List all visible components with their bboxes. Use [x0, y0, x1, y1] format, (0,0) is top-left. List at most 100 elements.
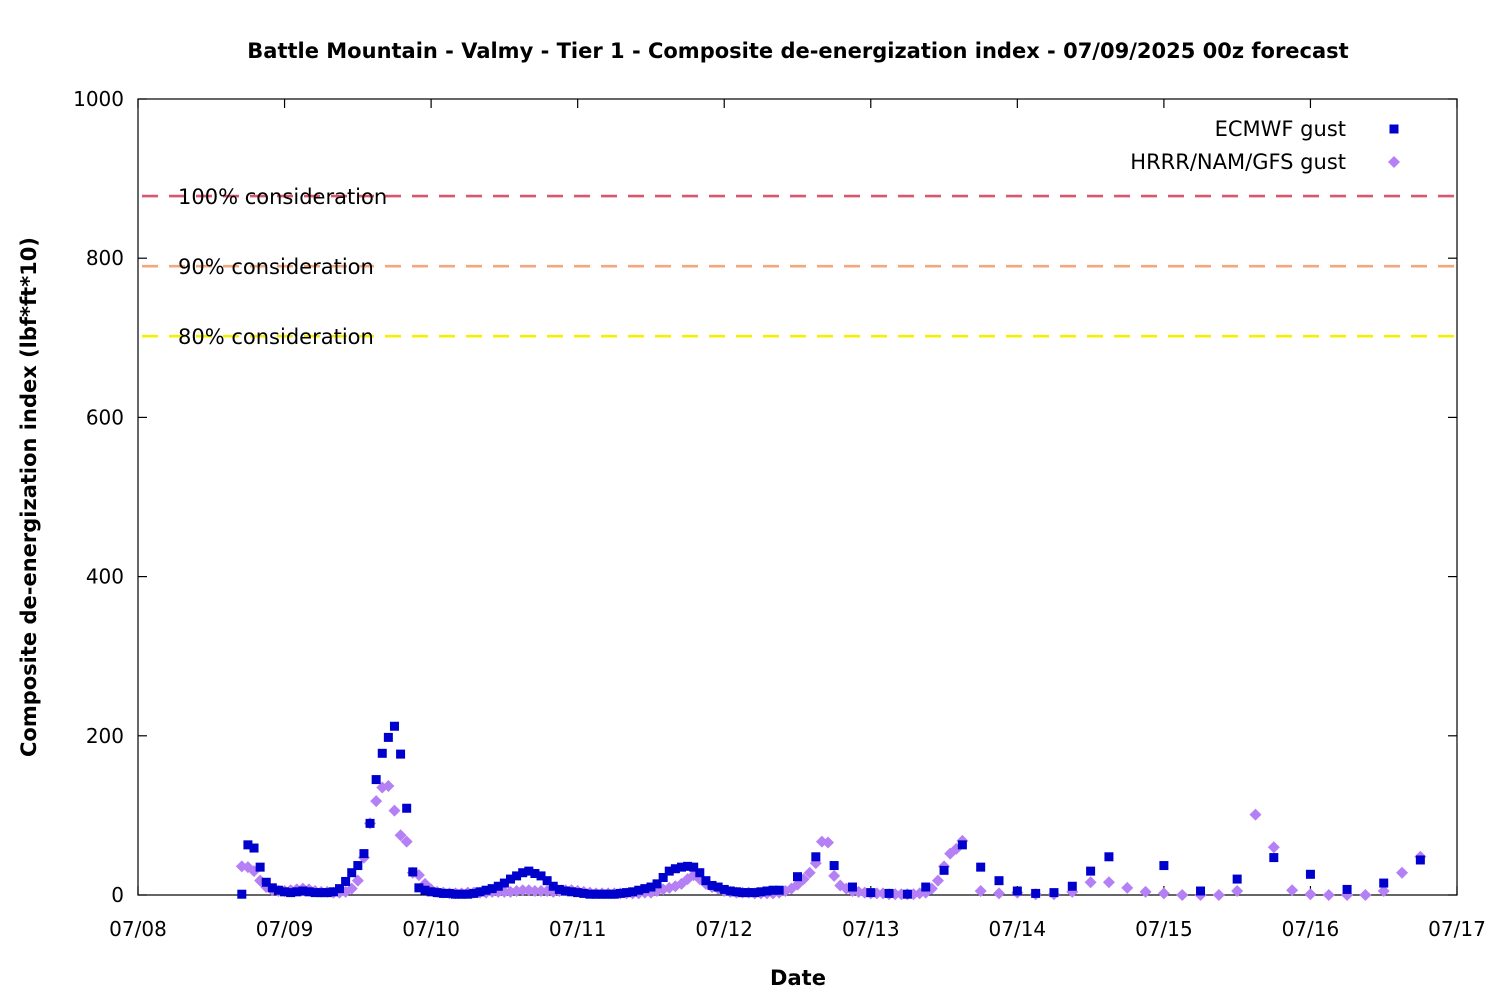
hrrr-point — [1286, 884, 1299, 897]
y-tick-label: 600 — [86, 405, 124, 429]
ecmwf-point — [976, 862, 986, 872]
ecmwf-point — [1104, 852, 1114, 862]
ecmwf-point — [731, 887, 741, 897]
y-tick-label: 200 — [86, 724, 124, 748]
hrrr-point — [1102, 876, 1115, 889]
ecmwf-point — [579, 888, 589, 898]
legend-marker — [1388, 156, 1400, 168]
ecmwf-point — [719, 884, 729, 894]
ecmwf-point — [286, 888, 296, 898]
ecmwf-point — [322, 888, 332, 898]
ecmwf-point — [554, 884, 564, 894]
x-tick-label: 07/11 — [549, 917, 607, 941]
ecmwf-point — [438, 888, 448, 898]
hrrr-point — [1176, 889, 1189, 901]
ecmwf-point — [383, 732, 393, 742]
y-tick-label: 800 — [86, 246, 124, 270]
ecmwf-point — [408, 867, 418, 877]
y-tick-label: 400 — [86, 565, 124, 589]
ecmwf-point — [457, 889, 467, 899]
threshold-label: 80% consideration — [178, 325, 374, 349]
ecmwf-point — [1379, 878, 1389, 888]
ecmwf-point — [451, 889, 461, 899]
ecmwf-point — [475, 887, 485, 897]
y-tick-label: 0 — [111, 883, 124, 907]
ecmwf-point — [396, 749, 406, 759]
ecmwf-point — [1305, 869, 1315, 879]
legend-label: ECMWF gust — [1215, 117, 1346, 141]
hrrr-point — [535, 885, 548, 898]
hrrr-point — [1231, 885, 1244, 898]
threshold-label: 100% consideration — [178, 185, 387, 209]
ecmwf-point — [902, 889, 912, 899]
ecmwf-point — [939, 865, 949, 875]
ecmwf-point — [750, 888, 760, 898]
ecmwf-point — [1196, 886, 1206, 896]
ecmwf-point — [994, 876, 1004, 886]
hrrr-point — [1322, 889, 1335, 901]
hrrr-point — [1139, 885, 1152, 898]
y-axis-label: Composite de-energization index (lbf*ft*… — [17, 237, 41, 757]
hrrr-point — [1304, 888, 1317, 901]
ecmwf-point — [1269, 853, 1279, 863]
ecmwf-point — [1415, 855, 1425, 865]
ecmwf-point — [689, 862, 699, 872]
ecmwf-point — [829, 861, 839, 871]
axis-ticks: 07/08 07/09 07/10 07/11 07/12 07/13 07/14 07/15… — [73, 87, 1486, 941]
ecmwf-point — [365, 818, 375, 828]
ecmwf-point — [560, 886, 570, 896]
ecmwf-point — [304, 887, 314, 897]
hrrr-point — [1359, 889, 1372, 901]
hrrr-point — [1396, 866, 1409, 879]
ecmwf-point — [548, 881, 558, 891]
ecmwf-point — [1232, 874, 1242, 884]
ecmwf-point — [793, 872, 802, 882]
ecmwf-point — [640, 884, 650, 894]
hrrr-point — [370, 795, 383, 808]
ecmwf-point — [725, 886, 735, 896]
x-tick-label: 07/10 — [402, 917, 460, 941]
ecmwf-point — [249, 843, 259, 853]
ecmwf-point — [670, 864, 680, 874]
data-points — [235, 721, 1427, 901]
ecmwf-point — [884, 888, 894, 898]
ecmwf-point — [237, 889, 247, 899]
ecmwf-point — [530, 869, 540, 879]
ecmwf-point — [371, 775, 381, 785]
ecmwf-point — [432, 888, 442, 898]
hrrr-point — [382, 779, 395, 792]
ecmwf-point — [273, 885, 283, 895]
ecmwf-point — [420, 885, 430, 895]
x-tick-label: 07/13 — [842, 917, 900, 941]
ecmwf-point — [866, 888, 876, 898]
hrrr-point — [803, 866, 816, 879]
plot-frame — [137, 98, 1458, 896]
ecmwf-point — [1031, 888, 1041, 898]
hrrr-point — [1121, 881, 1134, 894]
hrrr-point — [248, 865, 261, 878]
ecmwf-point — [603, 889, 613, 899]
ecmwf-point — [634, 885, 644, 895]
ecmwf-point — [426, 887, 436, 897]
ecmwf-point — [493, 881, 503, 891]
ecmwf-point — [597, 889, 607, 899]
x-tick-label: 07/17 — [1428, 917, 1486, 941]
ecmwf-point — [414, 883, 424, 893]
ecmwf-point — [1067, 881, 1077, 891]
hrrr-point — [394, 829, 407, 842]
ecmwf-point — [676, 862, 686, 872]
ecmwf-point — [267, 883, 277, 893]
hrrr-point — [828, 869, 841, 882]
hrrr-point — [528, 885, 541, 898]
ecmwf-point — [347, 868, 357, 878]
ecmwf-point — [585, 889, 595, 899]
hrrr-point — [822, 836, 835, 849]
ecmwf-point — [328, 887, 338, 897]
x-axis-label: Date — [770, 966, 826, 990]
threshold-lines: 100% consideration 90% consideration 80% c… — [138, 185, 1457, 349]
hrrr-point — [516, 884, 529, 897]
ecmwf-point — [359, 849, 369, 859]
hrrr-point — [388, 804, 401, 817]
ecmwf-point — [628, 887, 638, 897]
ecmwf-point — [615, 888, 625, 898]
